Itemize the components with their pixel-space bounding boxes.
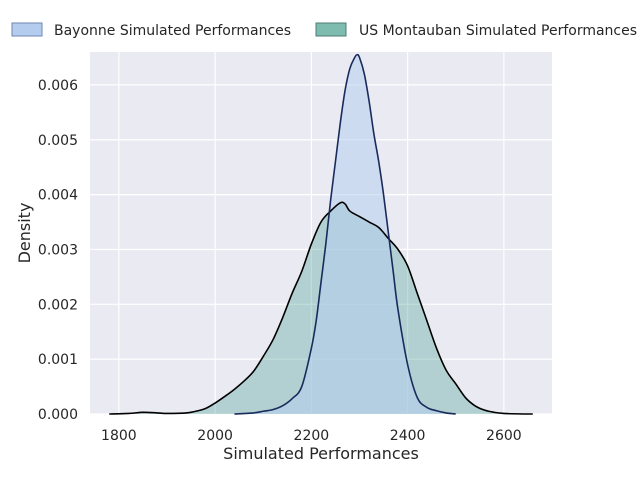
y-tick-label: 0.001 — [38, 352, 78, 368]
density-areas — [109, 53, 533, 415]
density-line-0 — [234, 53, 456, 415]
y-tick-label: 0.000 — [38, 407, 78, 423]
x-tick-label: 1800 — [101, 428, 137, 444]
legend-swatch-montauban — [315, 22, 347, 37]
x-tick-label: 2000 — [197, 428, 233, 444]
grid — [90, 52, 552, 415]
y-tick-label: 0.006 — [38, 78, 78, 94]
y-tick-label: 0.004 — [38, 188, 78, 204]
y-tick-label: 0.005 — [38, 133, 78, 149]
x-axis-ticks: 1800 2000 2200 2400 2600 — [101, 428, 522, 444]
y-axis-label: Density — [15, 203, 34, 264]
y-tick-label: 0.002 — [38, 297, 78, 313]
x-tick-label: 2400 — [390, 428, 426, 444]
legend-swatch-bayonne — [11, 22, 43, 37]
density-fill-0 — [234, 54, 456, 415]
legend-label-bayonne: Bayonne Simulated Performances — [54, 23, 291, 39]
x-axis-label: Simulated Performances — [223, 444, 419, 463]
legend: Bayonne Simulated Performances US Montau… — [11, 22, 637, 39]
density-line-1 — [109, 201, 533, 415]
x-tick-label: 2200 — [294, 428, 330, 444]
x-tick-label: 2600 — [486, 428, 522, 444]
y-axis-ticks: 0.000 0.001 0.002 0.003 0.004 0.005 0.006 — [38, 78, 78, 423]
y-tick-label: 0.003 — [38, 242, 78, 258]
legend-label-montauban: US Montauban Simulated Performances — [359, 23, 637, 39]
